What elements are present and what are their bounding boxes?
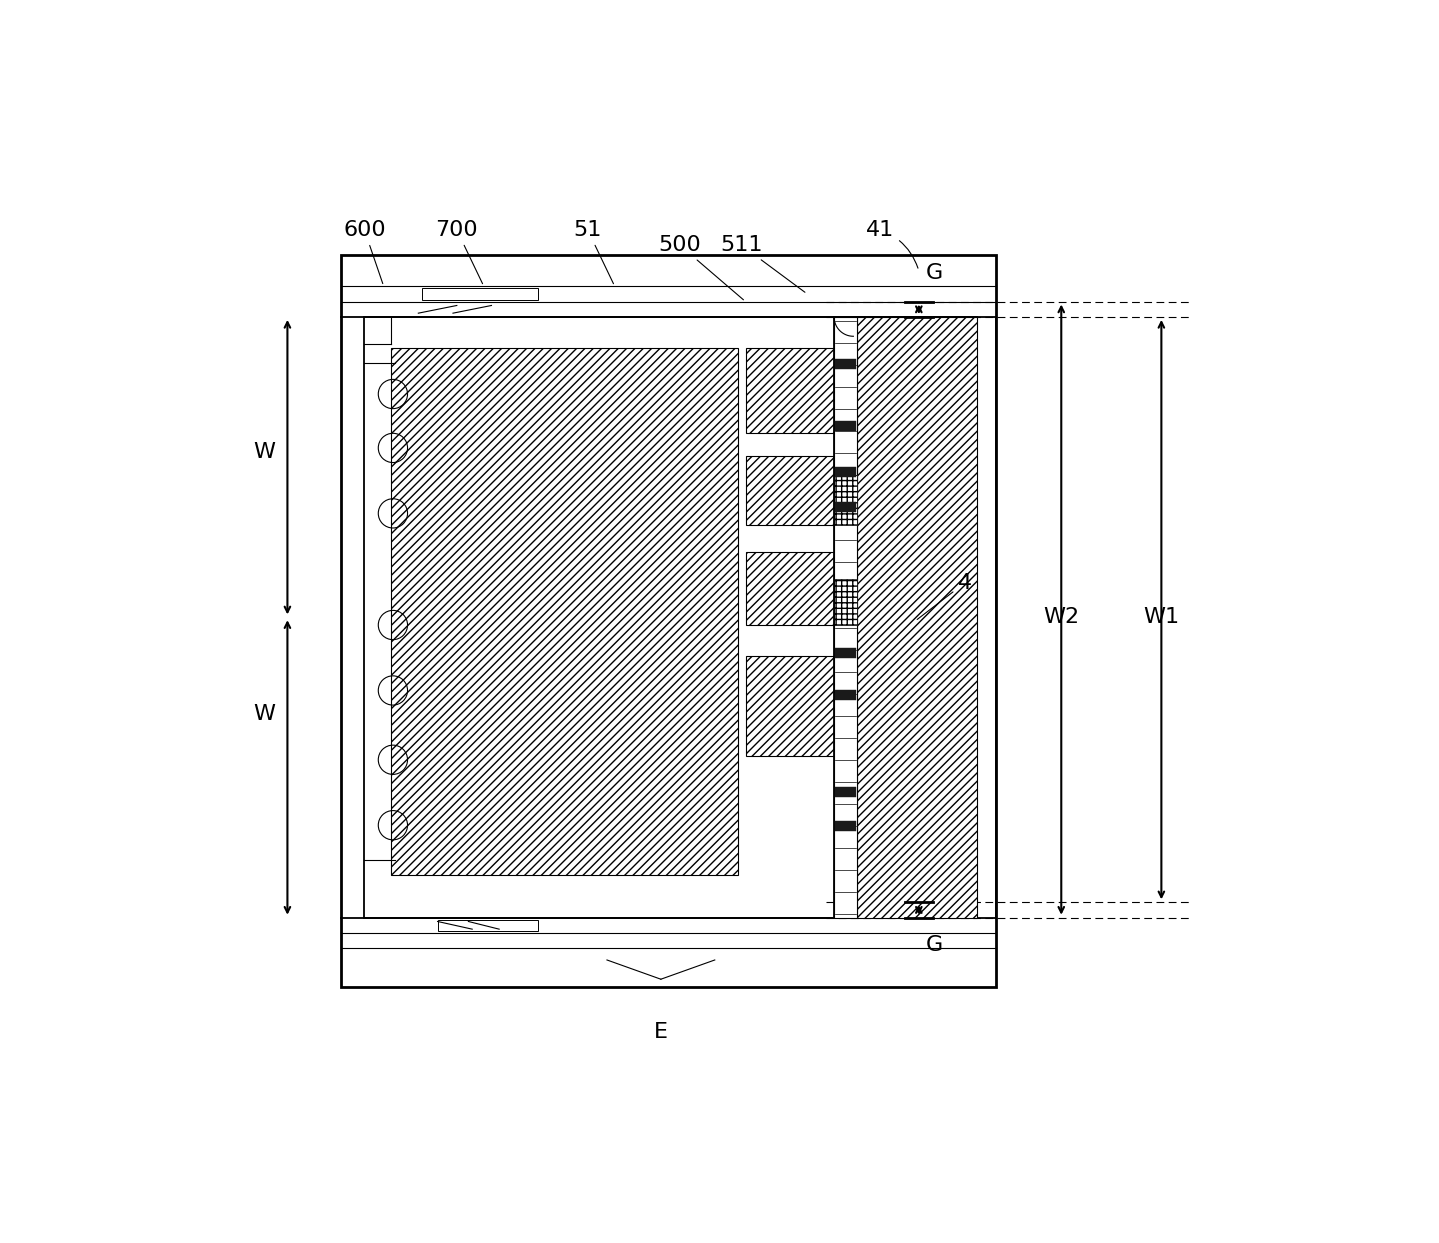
Text: W1: W1 bbox=[1144, 608, 1180, 628]
Bar bbox=[835, 359, 856, 369]
Bar bbox=[835, 502, 856, 512]
Bar bbox=[364, 317, 977, 917]
Text: E: E bbox=[653, 1022, 668, 1042]
Text: 600: 600 bbox=[342, 220, 386, 283]
Text: 700: 700 bbox=[436, 220, 482, 283]
Bar bbox=[835, 421, 856, 431]
Bar bbox=[835, 690, 856, 701]
Text: G: G bbox=[925, 935, 943, 955]
Bar bbox=[858, 317, 977, 917]
Text: 51: 51 bbox=[574, 220, 613, 283]
Text: 4: 4 bbox=[917, 573, 973, 619]
Bar bbox=[745, 456, 835, 525]
Bar bbox=[745, 552, 835, 625]
Bar bbox=[437, 920, 538, 931]
Text: G: G bbox=[925, 264, 943, 283]
Bar bbox=[341, 255, 996, 987]
Text: W: W bbox=[253, 704, 275, 723]
Text: 500: 500 bbox=[659, 235, 744, 300]
Bar bbox=[745, 656, 835, 756]
Bar bbox=[745, 348, 835, 433]
Text: 511: 511 bbox=[721, 235, 804, 292]
Bar bbox=[835, 787, 856, 797]
Text: 41: 41 bbox=[866, 220, 918, 268]
Bar bbox=[835, 317, 858, 917]
Bar bbox=[835, 467, 856, 477]
Bar bbox=[835, 822, 856, 832]
Text: W2: W2 bbox=[1043, 608, 1079, 628]
Bar bbox=[835, 579, 858, 625]
Bar bbox=[391, 348, 738, 875]
Text: W: W bbox=[253, 441, 275, 461]
Bar bbox=[835, 475, 858, 525]
Bar bbox=[422, 288, 538, 300]
Bar bbox=[835, 648, 856, 658]
